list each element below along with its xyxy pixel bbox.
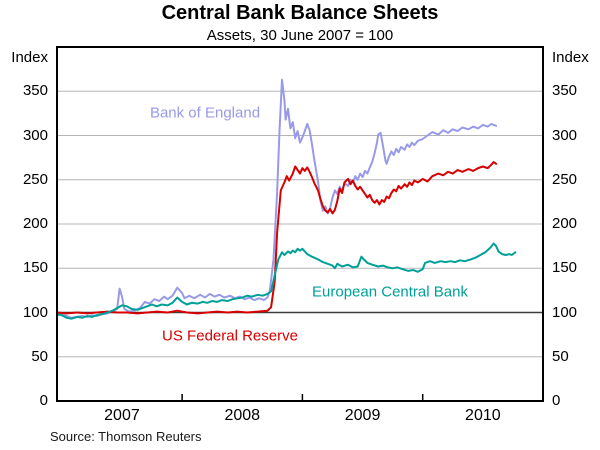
x-tick-label: 2010 bbox=[465, 407, 501, 424]
y-tick-label-right: 50 bbox=[552, 347, 569, 365]
y-tick-label-left: 350 bbox=[22, 82, 48, 100]
x-tick-label: 2009 bbox=[344, 407, 381, 424]
plot-border bbox=[56, 46, 544, 402]
chart-subtitle: Assets, 30 June 2007 = 100 bbox=[206, 27, 394, 44]
y-tick-label-left: 300 bbox=[22, 126, 48, 144]
y-tick-label-left: 100 bbox=[22, 303, 48, 321]
series-line-european-central-bank bbox=[56, 242, 517, 320]
y-axis-unit-right: Index bbox=[552, 49, 589, 66]
y-tick-label-left: 0 bbox=[39, 392, 48, 409]
page-title: Central Bank Balance Sheets bbox=[161, 2, 439, 24]
y-tick-label-right: 250 bbox=[552, 170, 578, 188]
y-tick-label-right: 300 bbox=[552, 126, 578, 144]
y-tick-label-right: 200 bbox=[552, 215, 578, 232]
series-line-us-federal-reserve bbox=[56, 161, 498, 315]
y-tick-label-right: 0 bbox=[552, 392, 561, 409]
y-tick-label-left: 150 bbox=[22, 259, 48, 277]
x-tick-label: 2008 bbox=[224, 407, 261, 424]
source-note: Source: Thomson Reuters bbox=[50, 429, 202, 444]
y-tick-label-right: 100 bbox=[552, 303, 578, 321]
series-label-us-federal-reserve: US Federal Reserve bbox=[162, 327, 298, 345]
series-label-european-central-bank: European Central Bank bbox=[312, 283, 468, 301]
series-label-bank-of-england: Bank of England bbox=[149, 104, 261, 122]
y-tick-label-right: 150 bbox=[552, 259, 578, 277]
series-line-bank-of-england bbox=[56, 78, 498, 319]
y-tick-label-left: 50 bbox=[31, 347, 48, 365]
x-tick-label: 2007 bbox=[104, 407, 140, 424]
y-tick-label-right: 350 bbox=[552, 82, 578, 100]
y-axis-unit-left: Index bbox=[11, 49, 48, 66]
y-tick-label-left: 250 bbox=[22, 170, 48, 188]
y-tick-label-left: 200 bbox=[22, 215, 48, 232]
